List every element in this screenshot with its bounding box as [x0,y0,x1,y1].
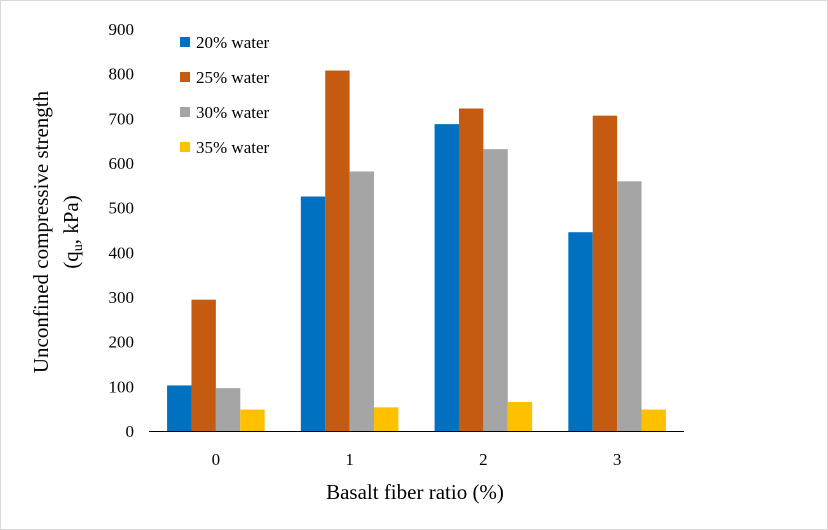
x-tick-label: 2 [479,450,488,469]
bar [507,401,533,431]
y-tick-label: 800 [109,65,135,84]
y-tick-label: 400 [109,243,135,262]
bar [617,181,642,431]
y-tick-label: 300 [109,288,135,307]
legend-label: 25% water [196,68,270,87]
legend-swatch [180,107,190,117]
y-axis-title: Unconfined compressive strength (qu, kPa… [29,90,86,373]
y-tick-label: 0 [126,422,135,441]
bar [641,409,666,431]
legend-label: 20% water [196,33,270,52]
y-tick-label: 900 [109,20,135,39]
x-axis-title: Basalt fiber ratio (%) [326,480,504,504]
y-tick-label: 100 [109,377,135,396]
bar [349,171,375,432]
y-tick-label: 700 [109,109,135,128]
bar [434,124,459,431]
legend: 20% water 25% water 30% water 35% water [180,33,270,157]
y-tick-label: 200 [109,333,135,352]
legend-swatch [180,37,190,47]
bar [215,388,241,431]
bar [191,299,216,431]
legend-swatch [180,72,190,82]
x-tick-label: 0 [212,450,221,469]
x-tick-label: 3 [613,450,622,469]
legend-label: 35% water [196,138,270,157]
bar [374,407,399,431]
bar [458,108,484,431]
y-tick-label: 600 [109,154,135,173]
legend-label: 30% water [196,103,270,122]
bar [568,232,593,431]
bar [483,149,508,431]
x-tick-label: 1 [345,450,354,469]
bars [167,70,666,432]
bar [167,385,192,431]
y-axis-title-line1: Unconfined compressive strength [29,90,53,373]
y-axis-ticks: 0 100 200 300 400 500 600 700 800 900 [109,20,135,441]
bar [592,115,618,432]
bar [240,409,265,431]
legend-swatch [180,142,190,152]
y-tick-label: 500 [109,199,135,218]
x-axis-ticks: 0 1 2 3 [212,450,622,469]
bar [325,70,350,431]
y-axis-title-line2: (qu, kPa) [59,195,86,269]
bar [300,196,326,431]
